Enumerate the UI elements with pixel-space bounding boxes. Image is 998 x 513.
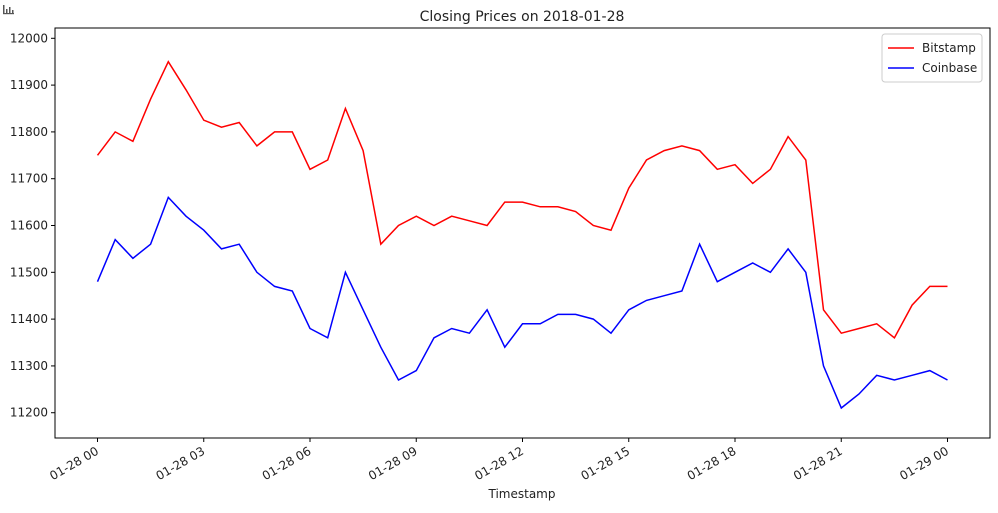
y-tick-label: 11500	[10, 265, 48, 279]
x-tick-label: 01-28 03	[154, 444, 208, 483]
y-tick-label: 11700	[10, 172, 48, 186]
x-tick-label: 01-28 15	[579, 444, 633, 483]
chart-title: Closing Prices on 2018-01-28	[420, 9, 625, 25]
x-tick-label: 01-28 06	[260, 444, 314, 483]
x-tick-label: 01-28 18	[685, 444, 739, 483]
y-tick-label: 12000	[10, 31, 48, 45]
y-tick-label: 11200	[10, 406, 48, 420]
legend-label: Bitstamp	[922, 41, 976, 55]
y-tick-label: 11600	[10, 219, 48, 233]
x-tick-label: 01-28 12	[472, 444, 526, 483]
y-tick-label: 11800	[10, 125, 48, 139]
output-icon	[3, 5, 14, 15]
line-series	[96, 196, 948, 410]
legend-label: Coinbase	[922, 61, 977, 75]
plot-frame	[54, 27, 991, 439]
x-tick-label: 01-28 09	[366, 444, 420, 483]
x-tick-label: 01-28 00	[47, 444, 101, 483]
y-tick-label: 11300	[10, 359, 48, 373]
x-tick-label: 01-29 00	[897, 444, 951, 483]
x-axis-label: Timestamp	[488, 487, 556, 501]
x-tick-label: 01-28 21	[791, 444, 845, 483]
legend-box	[881, 33, 983, 83]
legend: Bitstamp Coinbase	[881, 33, 983, 83]
y-tick-label: 11900	[10, 78, 48, 92]
y-tick-label: 11400	[10, 312, 48, 326]
line-series	[96, 60, 948, 339]
